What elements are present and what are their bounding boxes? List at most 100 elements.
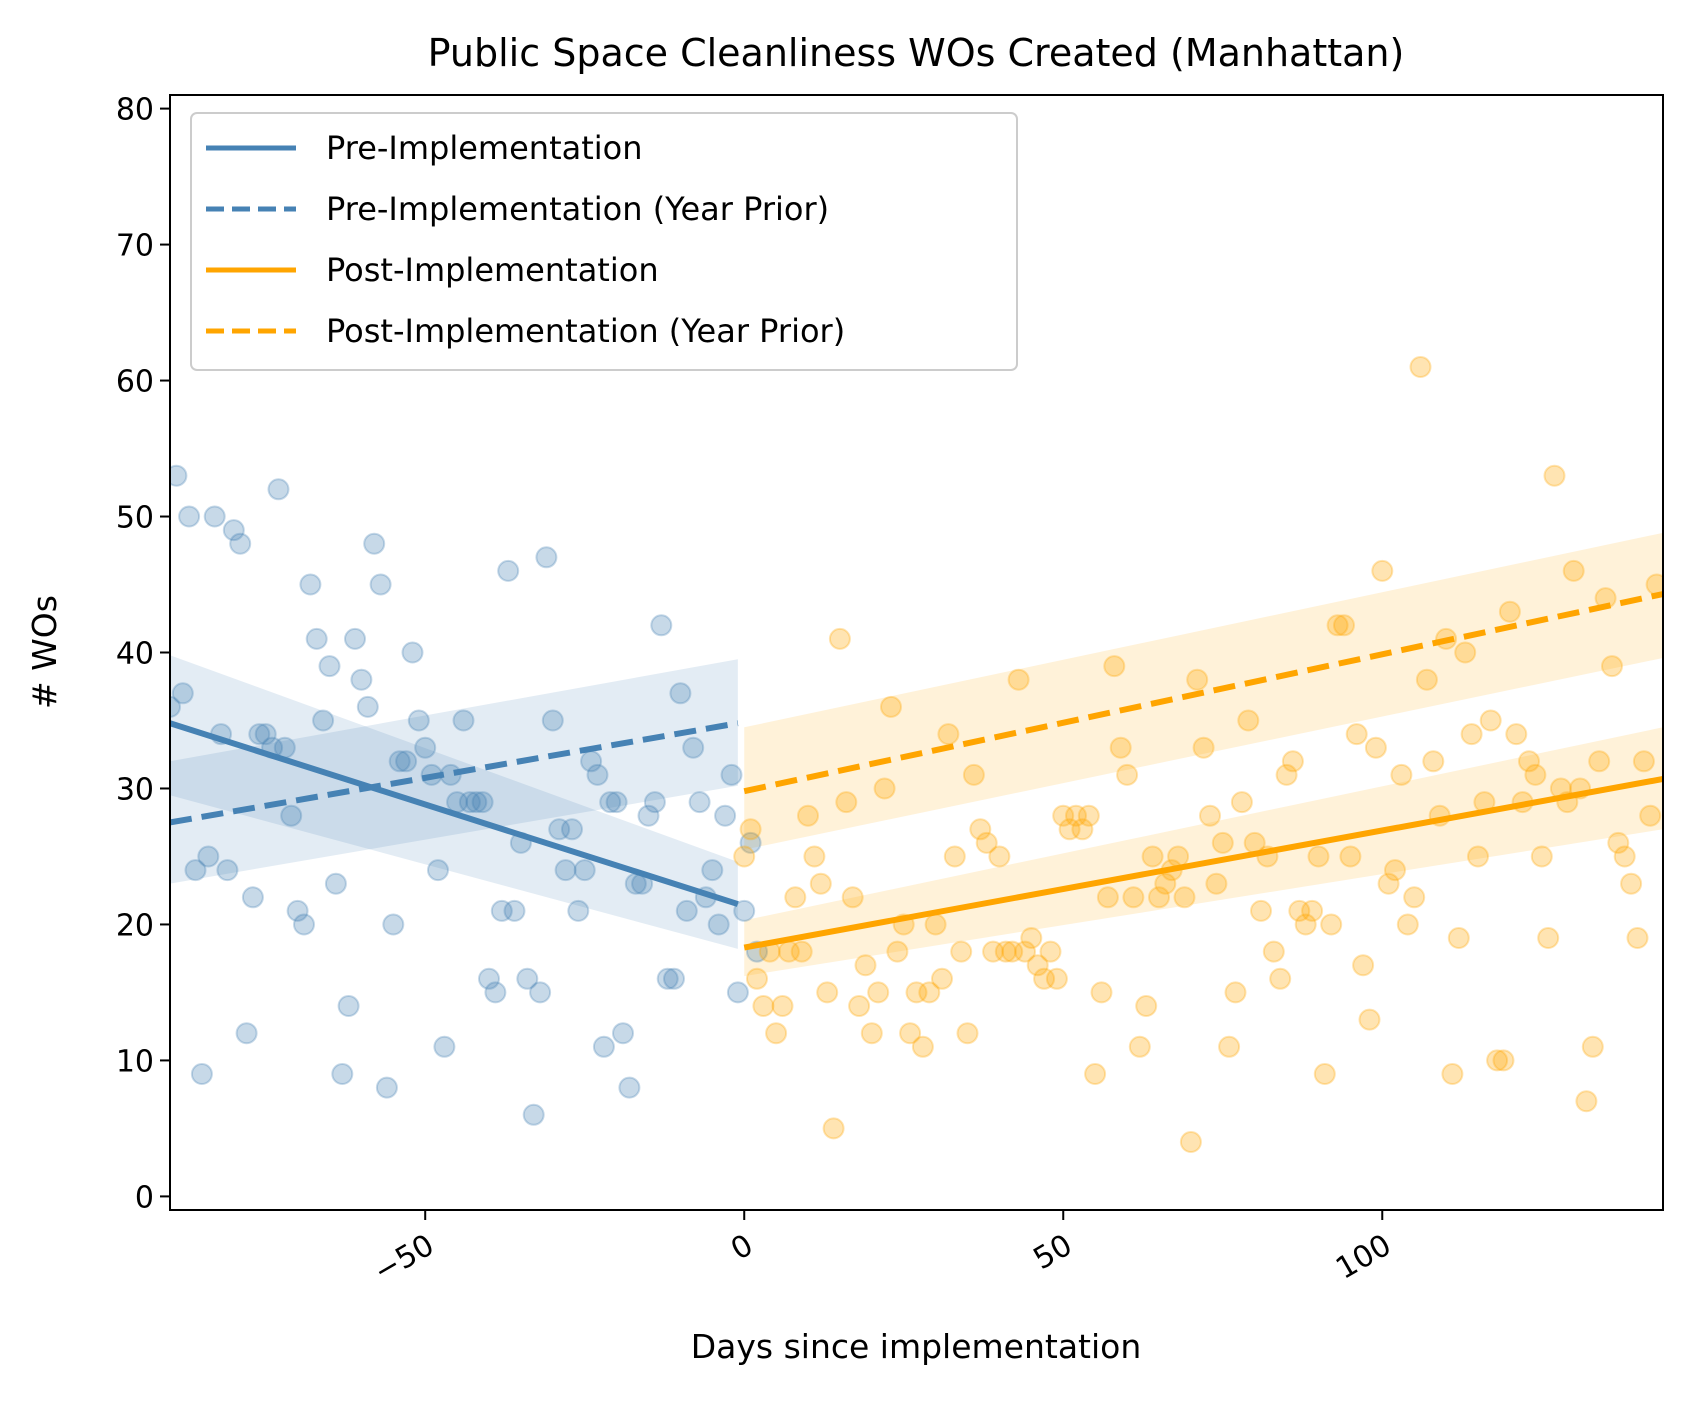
scatter-point [1632, 750, 1655, 773]
scatter-point [324, 872, 347, 895]
scatter-point [688, 791, 711, 814]
scatter-point [854, 954, 877, 977]
scatter-point [331, 1063, 354, 1085]
scatter-point [1141, 845, 1164, 868]
scatter-point [1167, 845, 1190, 868]
scatter-point [503, 899, 526, 922]
scatter-point [1345, 723, 1368, 746]
scatter-point [1205, 872, 1228, 895]
scatter-point [401, 641, 424, 664]
scatter-point [969, 818, 992, 841]
scatter-point [170, 695, 181, 718]
y-tick-label: 70 [116, 229, 154, 264]
y-tick-label: 40 [116, 637, 154, 672]
scatter-point [1339, 845, 1362, 868]
scatter-point [535, 546, 558, 569]
scatter-point [1403, 886, 1426, 909]
scatter-point [656, 967, 679, 990]
scatter-point [1601, 655, 1623, 678]
legend-label-pre-year-prior: Pre-Implementation (Year Prior) [326, 190, 829, 228]
y-tick-label: 0 [135, 1180, 154, 1215]
scatter-point [618, 1076, 641, 1099]
scatter-points [170, 356, 1663, 1153]
chart-title: Public Space Cleanliness WOs Created (Ma… [428, 31, 1405, 75]
scatter-point [1505, 723, 1528, 746]
scatter-point [1020, 927, 1043, 949]
scatter-point [663, 967, 685, 990]
scatter-point [190, 1063, 213, 1085]
scatter-point [790, 940, 813, 963]
scatter-point [1294, 913, 1317, 936]
scatter-point [899, 1022, 922, 1045]
y-axis-label: # WOs [25, 595, 64, 709]
scatter-point [1281, 750, 1304, 773]
scatter-point [682, 736, 705, 759]
scatter-point [1384, 859, 1406, 882]
scatter-point [170, 464, 188, 487]
scatter-point [1230, 791, 1253, 814]
scatter-point [318, 655, 341, 678]
scatter-point [1211, 831, 1234, 854]
scatter-point [1524, 763, 1547, 786]
scatter-point [586, 763, 609, 786]
scatter-point [1639, 804, 1662, 827]
scatter-point [1007, 668, 1030, 691]
scatter-point [599, 791, 622, 814]
scatter-point [312, 709, 335, 732]
scatter-point [1116, 763, 1139, 786]
scatter-point [1058, 818, 1081, 841]
scatter-point [841, 886, 864, 909]
scatter-point [784, 886, 807, 909]
regression-line [743, 776, 1663, 951]
scatter-point [1262, 940, 1285, 963]
scatter-point [643, 791, 666, 814]
scatter-point [382, 913, 405, 936]
regression-lines [170, 591, 1663, 951]
scatter-point [733, 845, 756, 868]
scatter-point [235, 1022, 258, 1045]
regression-line [170, 720, 739, 907]
scatter-point [241, 886, 264, 909]
scatter-point [1607, 831, 1630, 854]
scatter-point [478, 967, 500, 990]
scatter-point [1390, 763, 1413, 786]
scatter-point [1422, 750, 1445, 773]
scatter-point [1352, 954, 1375, 977]
scatter-point [797, 804, 819, 827]
scatter-point [541, 709, 564, 732]
scatter-point [1588, 750, 1611, 773]
scatter-point [1128, 1035, 1151, 1058]
scatter-point [943, 845, 966, 868]
scatter-point [248, 723, 271, 746]
scatter-point [752, 995, 775, 1017]
confidence-band [170, 655, 738, 949]
scatter-point [994, 940, 1017, 963]
scatter-point [1543, 464, 1566, 487]
scatter-point [962, 763, 985, 786]
scatter-point [835, 791, 858, 814]
scatter-point [1135, 995, 1158, 1017]
scatter-point [171, 682, 194, 705]
scatter-point [516, 967, 539, 990]
scatter-point [363, 532, 386, 555]
scatter-point [918, 981, 941, 1004]
y-tick-label: 10 [116, 1044, 154, 1079]
scatter-point [1371, 559, 1394, 582]
scatter-point [1613, 845, 1636, 868]
scatter-point [1537, 927, 1560, 949]
regression-line [170, 720, 739, 826]
scatter-point [1288, 899, 1311, 922]
scatter-point [471, 791, 494, 814]
scatter-point [950, 940, 973, 963]
scatter-point [828, 627, 851, 650]
scatter-point [1014, 940, 1036, 963]
scatter-point [369, 573, 392, 596]
scatter-point [1250, 899, 1272, 922]
scatter-point [746, 967, 768, 990]
scatter-point [1486, 1049, 1509, 1072]
scatter-point [605, 791, 628, 814]
scatter-point [1077, 804, 1100, 827]
scatter-point [350, 668, 373, 691]
scatter-point [1626, 927, 1649, 949]
